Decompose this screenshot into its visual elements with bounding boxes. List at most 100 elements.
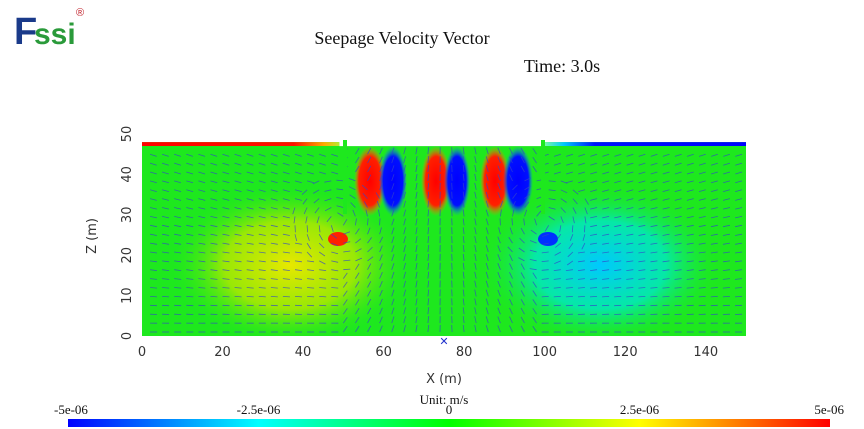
velocity-vector-arrow <box>462 173 465 181</box>
velocity-vector-arrow <box>497 280 501 288</box>
velocity-vector-arrow <box>403 271 406 279</box>
velocity-vector-arrow <box>500 200 504 208</box>
velocity-vector-arrow <box>378 209 380 217</box>
velocity-vector-arrow <box>282 198 290 201</box>
velocity-vector-arrow <box>367 316 372 324</box>
velocity-vector-arrow <box>210 162 218 166</box>
velocity-vector-arrow <box>270 251 278 254</box>
velocity-vector-arrow <box>674 260 682 263</box>
velocity-vector-arrow <box>474 280 477 288</box>
velocity-vector-arrow <box>638 180 646 184</box>
velocity-vector-arrow <box>427 191 430 199</box>
velocity-vector-arrow <box>548 198 556 201</box>
velocity-vector-arrow <box>518 257 525 262</box>
velocity-vector-arrow <box>391 289 395 297</box>
y-tick-label: 30 <box>120 207 135 224</box>
velocity-vector-arrow <box>174 287 182 289</box>
velocity-vector-arrow <box>342 317 348 324</box>
velocity-vector-arrow <box>305 216 308 224</box>
velocity-vector-arrow <box>403 316 406 324</box>
velocity-vector-arrow <box>198 189 206 192</box>
velocity-vector-arrow <box>391 316 395 324</box>
velocity-vector-arrow <box>319 296 327 298</box>
velocity-field <box>142 142 746 336</box>
velocity-vector-arrow <box>161 162 169 166</box>
velocity-vector-arrow <box>427 271 430 279</box>
velocity-vector-arrow <box>566 260 574 266</box>
velocity-vector-arrow <box>462 253 465 261</box>
velocity-vector-arrow <box>415 182 418 190</box>
velocity-vector-arrow <box>391 325 395 333</box>
velocity-vector-arrow <box>294 234 298 242</box>
velocity-vector-arrow <box>427 262 430 270</box>
velocity-vector-arrow <box>331 278 339 280</box>
upstream-top-band <box>142 142 345 146</box>
velocity-vector-arrow <box>520 272 525 279</box>
velocity-vector-arrow <box>626 224 634 228</box>
velocity-vector-arrow <box>415 209 418 217</box>
velocity-vector-arrow <box>572 216 575 224</box>
velocity-vector-arrow <box>614 180 622 184</box>
velocity-vector-arrow <box>602 189 610 192</box>
velocity-vector-arrow <box>294 287 303 289</box>
velocity-vector-arrow <box>367 307 372 315</box>
velocity-vector-arrow <box>246 180 254 184</box>
velocity-vector-arrow <box>548 207 556 210</box>
velocity-vector-arrow <box>674 153 682 157</box>
velocity-vector-arrow <box>415 147 418 155</box>
velocity-vector-arrow <box>174 242 182 245</box>
velocity-vector-arrow <box>474 307 477 315</box>
velocity-vector-arrow <box>524 177 531 182</box>
velocity-vector-arrow <box>427 182 430 190</box>
velocity-vector-arrow <box>723 171 731 175</box>
velocity-vector-arrow <box>638 162 646 166</box>
velocity-vector-arrow <box>198 171 206 175</box>
velocity-vector-arrow <box>379 245 383 253</box>
velocity-vector-arrow <box>474 262 477 270</box>
velocity-vector-arrow <box>361 184 368 191</box>
velocity-vector-arrow <box>674 180 682 184</box>
velocity-vector-arrow <box>174 260 182 263</box>
velocity-vector-arrow <box>662 278 670 280</box>
velocity-vector-arrow <box>497 236 501 244</box>
velocity-vector-arrow <box>319 278 327 280</box>
velocity-vector-arrow <box>343 250 351 253</box>
velocity-vector-arrow <box>234 278 242 280</box>
velocity-vector-arrow <box>524 209 528 217</box>
velocity-vector-arrow <box>294 269 303 271</box>
velocity-vector-arrow <box>343 268 351 271</box>
time-label: Time: 3.0s <box>523 56 601 76</box>
velocity-vector-arrow <box>674 224 682 228</box>
velocity-vector-arrow <box>602 251 610 254</box>
velocity-vector-arrow <box>553 278 561 280</box>
velocity-vector-arrow <box>324 198 332 202</box>
velocity-vector-arrow <box>614 242 622 245</box>
x-tick-label: 80 <box>456 345 473 360</box>
velocity-vector-arrow <box>735 153 743 157</box>
velocity-vector-arrow <box>485 182 489 190</box>
velocity-vector-arrow <box>282 260 290 263</box>
velocity-vector-arrow <box>222 251 230 254</box>
velocity-vector-arrow <box>198 278 206 280</box>
velocity-vector-arrow <box>379 147 383 155</box>
velocity-vector-arrow <box>508 236 513 244</box>
y-tick-label: 50 <box>120 126 135 143</box>
velocity-vector-arrow <box>210 153 218 157</box>
velocity-vector-arrow <box>210 233 218 236</box>
velocity-vector-arrow <box>210 216 218 219</box>
velocity-vector-arrow <box>355 238 362 244</box>
velocity-vector-arrow <box>246 269 254 271</box>
velocity-vector-arrow <box>485 165 489 173</box>
velocity-vector-arrow <box>246 233 254 236</box>
velocity-vector-arrow <box>403 325 406 333</box>
velocity-vector-arrow <box>710 278 718 280</box>
velocity-vector-arrow <box>318 242 325 249</box>
velocity-vector-arrow <box>331 287 339 289</box>
velocity-vector-arrow <box>650 260 658 263</box>
velocity-vector-arrow <box>403 173 406 182</box>
velocity-vector-arrow <box>577 296 585 298</box>
velocity-vector-arrow <box>590 260 598 263</box>
velocity-vector-arrow <box>427 236 430 244</box>
velocity-vector-arrow <box>698 216 706 219</box>
velocity-vector-arrow <box>638 171 646 175</box>
